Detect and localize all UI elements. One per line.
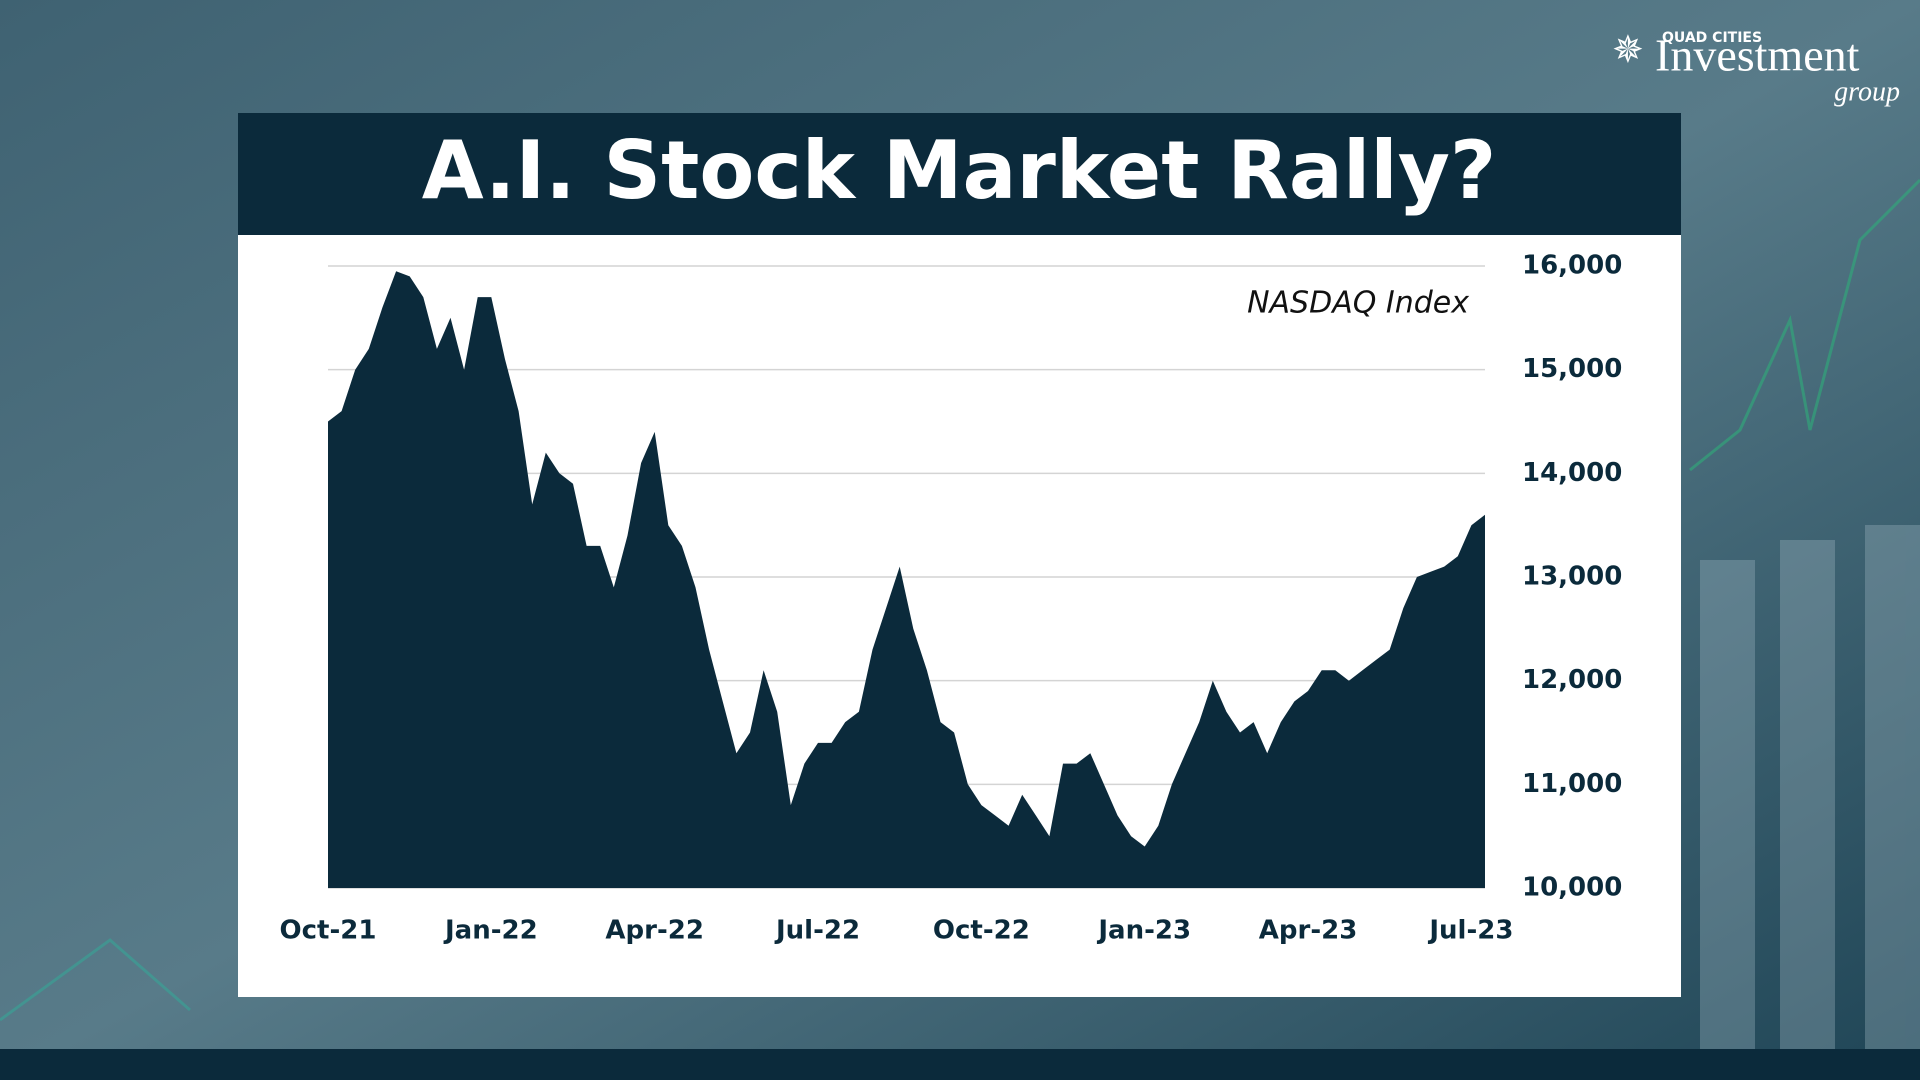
x-tick-label: Apr-23 <box>1259 916 1358 946</box>
logo: ✵ QUAD CITIES Investment group <box>1612 28 1900 108</box>
x-tick-label: Apr-22 <box>605 916 704 946</box>
y-tick-label: 14,000 <box>1522 458 1622 488</box>
x-tick-label: Oct-22 <box>933 916 1030 946</box>
x-tick-label: Jul-23 <box>1427 916 1513 946</box>
plot: 10,000 11,000 12,000 13,000 14,000 15,000 16,0… <box>280 251 1623 946</box>
x-tick-label: Jul-22 <box>774 916 860 946</box>
footer-bar <box>0 1049 1920 1080</box>
y-tick-label: 15,000 <box>1522 354 1622 384</box>
title-band <box>238 113 1681 235</box>
y-tick-label: 13,000 <box>1522 562 1622 592</box>
y-tick-label: 11,000 <box>1522 769 1622 799</box>
y-tick-label: 10,000 <box>1522 873 1622 903</box>
background-line <box>0 938 191 1022</box>
background-bars <box>1700 525 1920 1050</box>
chart-title: A.I. Stock Market Rally? <box>422 124 1497 217</box>
logo-star: ✵ <box>1612 28 1644 72</box>
y-tick-label: 16,000 <box>1522 251 1622 281</box>
background-line <box>1689 178 1920 472</box>
logo-top: QUAD CITIES <box>1662 30 1762 46</box>
area <box>328 271 1485 888</box>
x-tick-label: Jan-23 <box>1096 916 1191 946</box>
annotation: NASDAQ Index <box>1247 286 1469 321</box>
x-tick-label: Jan-22 <box>443 916 538 946</box>
x-tick-label: Oct-21 <box>280 916 377 946</box>
y-tick-label: 12,000 <box>1522 665 1622 695</box>
logo-sub: group <box>1834 76 1900 107</box>
logo-main: Investment <box>1655 30 1860 81</box>
